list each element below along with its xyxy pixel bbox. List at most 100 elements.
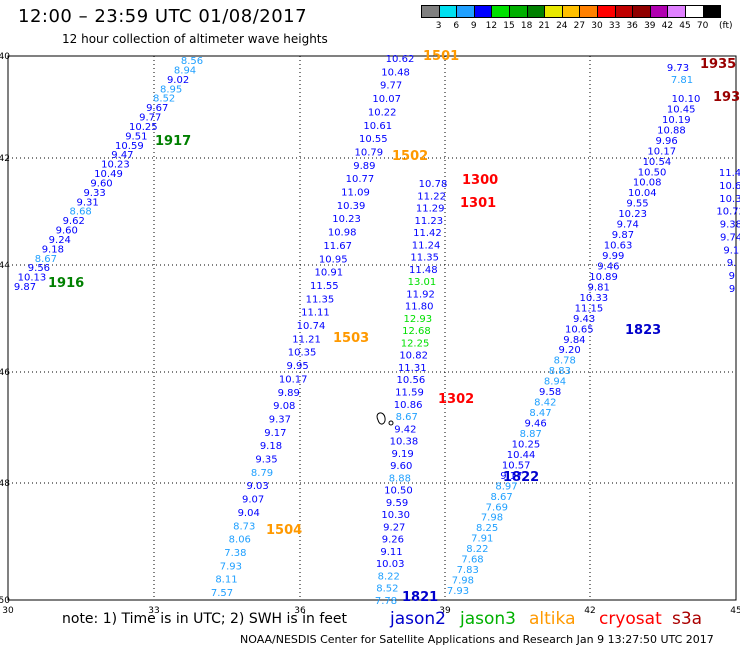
swh-value: 7.93 [447, 586, 469, 597]
swh-value: 10.63 [604, 241, 633, 252]
swh-value: 9.62 [63, 216, 85, 227]
color-scale-label: 6 [453, 21, 460, 31]
swh-value: 9.42 [394, 424, 416, 435]
swh-value: 10.19 [662, 115, 691, 126]
color-scale-label: 42 [661, 21, 674, 31]
swh-value: 10.22 [368, 107, 397, 118]
latitude-label: -40 [0, 52, 10, 62]
color-scale-label: 39 [644, 21, 656, 31]
swh-value: 8.56 [181, 56, 203, 67]
swh-value: 12.68 [402, 326, 431, 337]
longitude-label: 45 [730, 606, 740, 616]
swh-value: 9.04 [238, 508, 260, 519]
swh-value: 9.87 [14, 282, 36, 293]
swh-value: 9.77 [139, 113, 161, 124]
swh-value: 8.87 [520, 429, 542, 440]
swh-value: 9.20 [558, 345, 580, 356]
swh-value: 9.74 [720, 232, 740, 243]
swh-value: 11.29 [416, 204, 445, 215]
swh-value: 10.82 [399, 351, 428, 362]
swh-value: 10.65 [565, 324, 594, 335]
swh-value: 8.94 [544, 377, 566, 388]
color-scale-label: 18 [520, 21, 533, 31]
latitude-label: -50 [0, 596, 10, 606]
orbit-label-1823: 1823 [625, 323, 661, 338]
swh-value: 9.08 [273, 401, 295, 412]
footer-note: note: 1) Time is in UTC; 2) SWH is in fe… [62, 611, 348, 627]
swh-value: 9.87 [612, 230, 634, 241]
swh-value: 11.35 [306, 294, 335, 305]
orbit-label-193: 193 [713, 90, 740, 105]
swh-value: 9 [729, 271, 735, 282]
footer-credit: NOAA/NESDIS Center for Satellite Applica… [240, 633, 714, 646]
swh-value: 7.91 [471, 534, 493, 545]
swh-value: 10.89 [589, 272, 618, 283]
orbit-label-1821: 1821 [402, 590, 438, 605]
latitude-label: -42 [0, 154, 10, 164]
swh-value: 9.46 [524, 419, 546, 430]
swh-value: 11.15 [575, 303, 604, 314]
swh-value: 9.1 [723, 245, 739, 256]
swh-value: 10.78 [419, 179, 448, 190]
swh-value: 10.72 [716, 207, 740, 218]
swh-value: 9.77 [380, 81, 402, 92]
swh-value: 10.23 [332, 214, 361, 225]
swh-value: 10.23 [101, 160, 130, 171]
swh-value: 8.25 [476, 523, 498, 534]
legend-altika: altika [529, 609, 576, 629]
swh-value: 12.93 [403, 314, 432, 325]
swh-value: 10.23 [618, 209, 647, 220]
swh-value: 11.11 [301, 308, 330, 319]
swh-value: 9.33 [83, 188, 105, 199]
swh-value: 8.67 [491, 492, 513, 503]
swh-value: 8.79 [251, 468, 273, 479]
orbit-label-1917: 1917 [155, 134, 191, 149]
color-scale-label: 24 [556, 21, 568, 31]
swh-value: 9.60 [56, 226, 78, 237]
swh-value: 10.50 [384, 486, 413, 497]
swh-value: 10.61 [363, 121, 392, 132]
swh-value: 11.67 [323, 241, 352, 252]
orbit-label-1503: 1503 [333, 331, 369, 346]
legend-cryosat: cryosat [599, 609, 662, 629]
swh-value: 11.21 [292, 334, 321, 345]
legend-jason3: jason3 [460, 609, 516, 629]
swh-value: 9.17 [264, 428, 286, 439]
swh-value: 8.97 [495, 481, 517, 492]
swh-value: 10.91 [314, 268, 343, 279]
swh-value: 10.50 [638, 167, 667, 178]
swh-value: 9.02 [167, 75, 189, 86]
swh-value: 10.17 [647, 146, 676, 157]
swh-value: 11.55 [310, 281, 339, 292]
legend-jason2: jason2 [390, 609, 446, 629]
swh-value: 10.57 [502, 460, 531, 471]
swh-value: 9.19 [391, 449, 413, 460]
swh-value: 7.93 [220, 561, 242, 572]
swh-value: 9.99 [602, 251, 624, 262]
color-scale-swatch [702, 5, 722, 18]
orbit-label-1302: 1302 [438, 392, 474, 407]
swh-value: 11.24 [412, 240, 441, 251]
island-shape [376, 412, 386, 425]
page-title: 12:00 – 23:59 UTC 01/08/2017 [18, 6, 308, 27]
swh-value: 9 [729, 284, 735, 295]
swh-value: 7.68 [461, 555, 483, 566]
swh-value: 10.62 [386, 54, 415, 65]
swh-value: 10.03 [376, 559, 405, 570]
longitude-label: 42 [584, 606, 595, 616]
swh-value: 10.3 [719, 194, 740, 205]
swh-value: 9.60 [90, 178, 112, 189]
orbit-label-1504: 1504 [266, 523, 302, 538]
swh-value: 8.22 [466, 544, 488, 555]
color-scale-label: 45 [679, 21, 691, 31]
swh-value: 9.96 [655, 136, 677, 147]
swh-value: 8.94 [174, 65, 196, 76]
orbit-label-1501: 1501 [423, 49, 459, 64]
swh-value: 8.83 [549, 366, 571, 377]
swh-value: 10.45 [667, 104, 696, 115]
swh-value: 9.51 [125, 131, 147, 142]
swh-value: 9.31 [76, 197, 98, 208]
swh-value: 10.04 [628, 188, 657, 199]
swh-value: 11.31 [398, 363, 427, 374]
